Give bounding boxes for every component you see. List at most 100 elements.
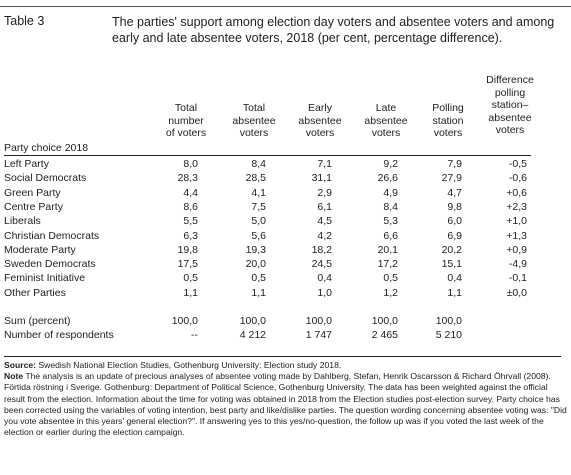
cell-value: +1,3 [506,229,527,242]
cell-value: 1,2 [383,286,398,299]
row-label: Number of respondents [4,329,114,342]
row-label: Green Party [4,186,61,199]
bottom-rule [4,356,561,357]
cell-value: 4,1 [251,186,266,199]
table-row: Green Party 4,4 4,1 2,9 4,9 4,7 +0,6 [0,187,571,201]
cell-value: -0,6 [508,172,527,185]
cell-value: 7,5 [251,200,266,213]
cell-value: 4 212 [239,329,266,342]
cell-value: +1,0 [506,215,527,228]
row-label: Feminist Initiative [4,272,86,285]
cell-value: 2,9 [317,186,332,199]
cell-value: 5,5 [183,215,198,228]
table-row: Moderate Party 19,8 19,3 18,2 20,1 20,2 +0,9 [0,244,571,258]
cell-value: 9,8 [447,200,462,213]
row-label: Moderate Party [4,243,76,256]
cell-value: +0,9 [506,243,527,256]
header-difference: Difference polling station– absentee vot… [486,74,534,136]
cell-value: 24,5 [311,258,332,271]
table-row: Sweden Democrats 17,5 20,0 24,5 17,2 15,1 -4,9 [0,258,571,272]
cell-value: -0,1 [508,272,527,285]
cell-value: 18,2 [311,243,332,256]
cell-value: 19,3 [245,243,266,256]
cell-value: 4,5 [317,215,332,228]
cell-value: 7,1 [317,158,332,170]
cell-value: 100,0 [239,315,266,327]
header-absentee: Total absentee voters [232,102,276,139]
table-notes: Source: Swedish National Election Studie… [4,360,567,438]
cell-value: 1,1 [251,286,266,299]
cell-value: 28,3 [177,172,198,185]
cell-value: 6,3 [183,229,198,242]
row-label: Sweden Democrats [4,258,96,271]
source-label: Source: [4,360,36,370]
summary-row: Number of respondents -- 4 212 1 747 2 465 5 … [0,329,571,343]
header-late: Late absentee voters [364,102,408,139]
table-label: Table 3 [4,14,45,28]
cell-value: 5,6 [251,229,266,242]
cell-value: 1,1 [183,286,198,299]
table-row: Centre Party 8,6 7,5 6,1 8,4 9,8 +2,3 [0,201,571,215]
cell-value: -- [191,329,198,342]
cell-value: 6,6 [383,229,398,242]
header-early: Early absentee voters [298,102,342,139]
summary-row: Sum (percent) 100,0 100,0 100,0 100,0 100,0 [0,315,571,329]
cell-value: 100,0 [171,315,198,327]
source-text: Swedish National Election Studies, Gothe… [36,360,342,370]
cell-value: 8,0 [183,158,198,170]
cell-value: 1 747 [305,329,332,342]
cell-value: 100,0 [305,315,332,327]
cell-value: -4,9 [508,258,527,271]
cell-value: 9,2 [383,158,398,170]
cell-value: 5,0 [251,215,266,228]
cell-value: 27,9 [441,172,462,185]
cell-value: 19,8 [177,243,198,256]
cell-value: 0,5 [383,272,398,285]
cell-value: 5,3 [383,215,398,228]
header-total: Total number of voters [165,102,207,139]
cell-value: 17,5 [177,258,198,271]
table-row: Other Parties 1,1 1,1 1,0 1,2 1,1 ±0,0 [0,287,571,301]
table-row: Left Party 8,0 8,4 7,1 9,2 7,9 -0,5 [0,158,571,172]
cell-value: 20,1 [377,243,398,256]
note-label: Note [4,371,24,382]
cell-value: 8,4 [383,200,398,213]
cell-value: 0,5 [251,272,266,285]
cell-value: 6,1 [317,200,332,213]
cell-value: 28,5 [245,172,266,185]
cell-value: 0,4 [317,272,332,285]
cell-value: 20,0 [245,258,266,271]
cell-value: 26,6 [377,172,398,185]
cell-value: 100,0 [435,315,462,327]
cell-value: 15,1 [441,258,462,271]
cell-value: 1,0 [317,286,332,299]
cell-value: 0,5 [183,272,198,285]
table-title: The parties' support among election day … [112,15,555,45]
header-rule [4,155,531,156]
cell-value: -0,5 [508,158,527,170]
cell-value: +0,6 [506,186,527,199]
table-row: Social Democrats 28,3 28,5 31,1 26,6 27,9 -0,6 [0,172,571,186]
cell-value: 4,2 [317,229,332,242]
header-party: Party choice 2018 [4,142,89,154]
cell-value: 100,0 [371,315,398,327]
row-label: Other Parties [4,286,66,299]
top-rule [0,6,571,7]
source-line: Source: Swedish National Election Studie… [4,360,567,371]
cell-value: 0,4 [447,272,462,285]
row-label: Sum (percent) [4,315,71,327]
cell-value: 5 210 [435,329,462,342]
cell-value: 17,2 [377,258,398,271]
cell-value: 8,4 [251,158,266,170]
table-row: Feminist Initiative 0,5 0,5 0,4 0,5 0,4 -0,1 [0,272,571,286]
note-text: The analysis is an update of precious an… [4,371,567,438]
cell-value: 1,1 [447,286,462,299]
header-polling: Polling station voters [432,102,464,139]
cell-value: 20,2 [441,243,462,256]
cell-value: 6,0 [447,215,462,228]
row-label: Social Democrats [4,172,87,185]
cell-value: ±0,0 [506,286,527,299]
note-paragraph: Note The analysis is an update of precio… [4,371,567,438]
cell-value: 6,9 [447,229,462,242]
cell-value: 7,9 [447,158,462,170]
